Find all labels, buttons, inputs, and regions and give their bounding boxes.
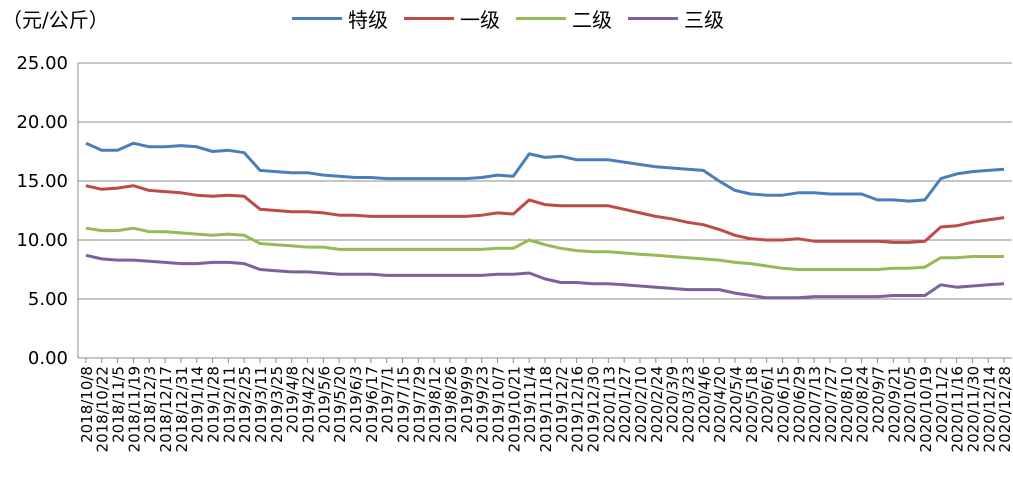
x-tick-label: 2020/11/30	[964, 366, 982, 452]
x-tick-label: 2020/9/21	[885, 366, 903, 443]
legend-label-tier-2: 二级	[572, 8, 612, 32]
x-tick-label: 2019/11/18	[537, 366, 555, 452]
x-tick-label: 2018/11/19	[125, 366, 143, 452]
legend-swatch-tier-2	[516, 17, 566, 20]
x-tick-label: 2020/3/9	[664, 366, 682, 433]
legend-swatch-tier-special	[292, 17, 342, 20]
x-tick-label: 2019/6/17	[363, 366, 381, 443]
x-tick-label: 2019/5/6	[315, 366, 333, 433]
x-tick-label: 2020/4/6	[695, 366, 713, 433]
x-tick-label: 2020/5/4	[727, 366, 745, 433]
x-tick-label: 2019/9/23	[474, 366, 492, 443]
y-tick-label: 10.00	[16, 230, 68, 251]
x-tick-label: 2019/12/30	[584, 366, 602, 452]
legend-label-tier-1: 一级	[460, 8, 500, 32]
legend-label-tier-special: 特级	[348, 8, 388, 32]
x-tick-label: 2019/7/29	[410, 366, 428, 443]
y-axis-unit-label: （元/公斤）	[2, 8, 109, 32]
x-tick-label: 2020/6/29	[790, 366, 808, 443]
legend-item-tier-2: 二级	[516, 4, 612, 33]
x-tick-label: 2019/10/21	[505, 366, 523, 452]
x-tick-label: 2020/4/20	[711, 366, 729, 443]
x-tick-label: 2019/4/8	[284, 366, 302, 433]
y-tick-label: 0.00	[28, 348, 68, 369]
legend-item-tier-1: 一级	[404, 4, 500, 33]
x-tick-label: 2020/7/13	[806, 366, 824, 443]
x-tick-label: 2019/9/9	[458, 366, 476, 433]
x-tick-label: 2019/1/14	[189, 366, 207, 443]
x-tick-label: 2019/1/28	[205, 366, 223, 443]
x-tick-label: 2019/4/22	[300, 366, 318, 443]
x-tick-label: 2020/9/7	[869, 366, 887, 433]
x-tick-label: 2019/11/4	[521, 366, 539, 443]
x-tick-label: 2020/10/5	[901, 366, 919, 443]
x-tick-label: 2019/10/7	[490, 366, 508, 443]
legend-swatch-tier-3	[628, 17, 678, 20]
x-tick-label: 2020/5/18	[743, 366, 761, 443]
x-tick-label: 2020/8/24	[854, 366, 872, 443]
x-tick-label: 2019/2/25	[236, 366, 254, 443]
x-tick-label: 2019/8/12	[426, 366, 444, 443]
x-tick-label: 2020/11/2	[933, 366, 951, 443]
x-tick-label: 2020/6/1	[759, 366, 777, 433]
series-line-3	[85, 253, 1005, 300]
x-tick-label: 2020/12/14	[980, 366, 998, 452]
x-tick-label: 2020/8/10	[838, 366, 856, 443]
x-tick-label: 2018/10/8	[78, 366, 96, 443]
series-line-0	[85, 141, 1005, 203]
y-tick-label: 25.00	[16, 53, 68, 74]
x-tick-label: 2018/11/5	[110, 366, 128, 443]
x-tick-label: 2018/10/22	[94, 366, 112, 452]
x-tick-label: 2019/2/11	[220, 366, 238, 443]
x-tick-label: 2019/7/15	[395, 366, 413, 443]
x-tick-label: 2018/12/3	[141, 366, 159, 443]
legend-item-tier-special: 特级	[292, 4, 388, 33]
y-tick-label: 15.00	[16, 171, 68, 192]
x-tick-label: 2020/7/27	[822, 366, 840, 443]
legend-swatch-tier-1	[404, 17, 454, 20]
x-tick-label: 2018/12/31	[173, 366, 191, 452]
x-tick-label: 2019/3/25	[268, 366, 286, 443]
x-tick-label: 2019/6/3	[347, 366, 365, 433]
x-tick-label: 2020/12/28	[996, 366, 1013, 452]
x-tick-label: 2020/2/10	[632, 366, 650, 443]
y-tick-label: 5.00	[28, 289, 68, 310]
x-tick-label: 2020/6/15	[774, 366, 792, 443]
x-tick-label: 2020/1/13	[600, 366, 618, 443]
series-line-2	[85, 226, 1005, 271]
series-line-1	[85, 184, 1005, 244]
x-tick-label: 2019/7/1	[379, 366, 397, 433]
x-tick-label: 2019/12/2	[553, 366, 571, 443]
x-tick-label: 2020/2/24	[648, 366, 666, 443]
x-tick-label: 2020/11/16	[949, 366, 967, 452]
x-tick-label: 2018/12/17	[157, 366, 175, 452]
x-tick-label: 2019/3/11	[252, 366, 270, 443]
legend-item-tier-3: 三级	[628, 4, 724, 33]
x-tick-label: 2020/3/23	[679, 366, 697, 443]
y-tick-label: 20.00	[16, 112, 68, 133]
x-tick-label: 2020/10/19	[917, 366, 935, 452]
legend-label-tier-3: 三级	[684, 8, 724, 32]
x-tick-label: 2019/8/26	[442, 366, 460, 443]
x-tick-label: 2019/5/20	[331, 366, 349, 443]
x-tick-label: 2019/12/16	[569, 366, 587, 452]
chart-legend: 特级 一级 二级 三级	[292, 4, 740, 33]
x-tick-label: 2020/1/27	[616, 366, 634, 443]
